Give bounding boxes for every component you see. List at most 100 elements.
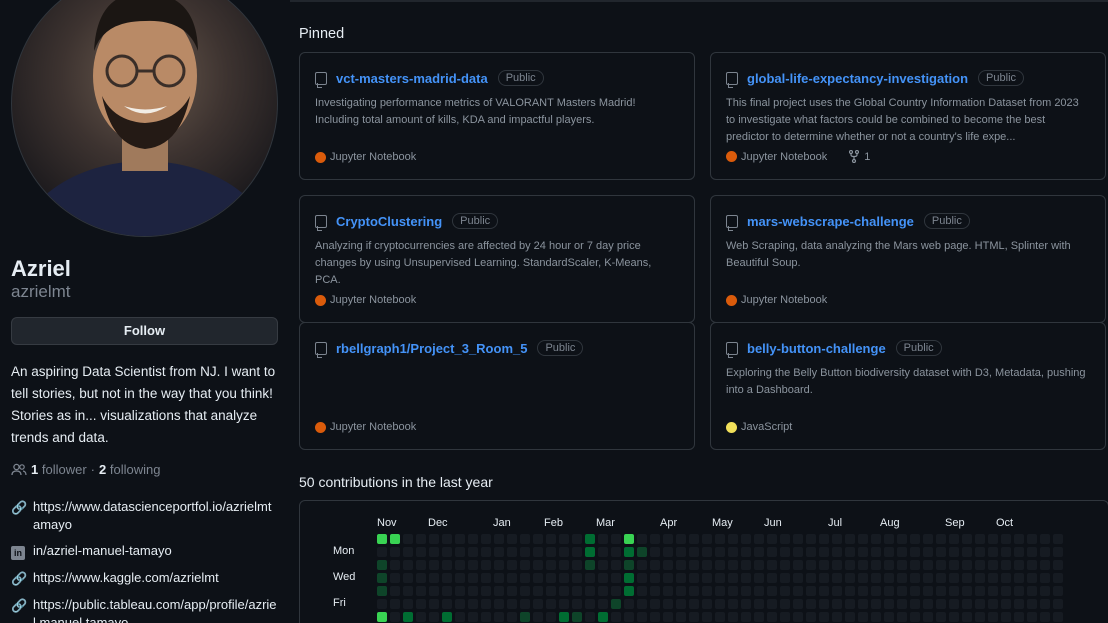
contribution-day[interactable] [845,560,855,570]
contribution-day[interactable] [468,612,478,622]
contribution-day[interactable] [429,612,439,622]
contribution-day[interactable] [871,612,881,622]
tableau-link[interactable]: 🔗 https://public.tableau.com/app/profile… [11,597,277,623]
contribution-day[interactable] [780,599,790,609]
contribution-day[interactable] [598,534,608,544]
contribution-day[interactable] [507,599,517,609]
contribution-day[interactable] [494,599,504,609]
contribution-day[interactable] [637,534,647,544]
contribution-day[interactable] [819,573,829,583]
contribution-day[interactable] [871,586,881,596]
contribution-day[interactable] [442,573,452,583]
contribution-day[interactable] [520,560,530,570]
contribution-day[interactable] [572,534,582,544]
contribution-day[interactable] [702,586,712,596]
contribution-day[interactable] [689,599,699,609]
contribution-day[interactable] [1040,599,1050,609]
contribution-day[interactable] [559,534,569,544]
contribution-day[interactable] [910,573,920,583]
contribution-day[interactable] [689,534,699,544]
contribution-day[interactable] [910,612,920,622]
contribution-day[interactable] [897,560,907,570]
contribution-day[interactable] [923,612,933,622]
contribution-day[interactable] [715,560,725,570]
contribution-day[interactable] [481,573,491,583]
contribution-day[interactable] [390,573,400,583]
contribution-day[interactable] [390,586,400,596]
contribution-day[interactable] [585,547,595,557]
contribution-day[interactable] [858,612,868,622]
contribution-day[interactable] [546,599,556,609]
contribution-day[interactable] [884,547,894,557]
contribution-day[interactable] [715,573,725,583]
contribution-day[interactable] [520,534,530,544]
contribution-day[interactable] [988,599,998,609]
contribution-day[interactable] [494,573,504,583]
contribution-day[interactable] [793,560,803,570]
contribution-day[interactable] [832,599,842,609]
contribution-day[interactable] [533,534,543,544]
contribution-day[interactable] [741,586,751,596]
contribution-day[interactable] [819,599,829,609]
contribution-day[interactable] [871,573,881,583]
contribution-day[interactable] [702,547,712,557]
contribution-day[interactable] [897,547,907,557]
contribution-day[interactable] [949,560,959,570]
contribution-day[interactable] [975,586,985,596]
contribution-day[interactable] [546,534,556,544]
contribution-day[interactable] [936,599,946,609]
contribution-day[interactable] [923,586,933,596]
contribution-day[interactable] [1001,599,1011,609]
contribution-day[interactable] [1027,612,1037,622]
contribution-day[interactable] [676,573,686,583]
contribution-day[interactable] [403,547,413,557]
contribution-day[interactable] [1053,547,1063,557]
contribution-day[interactable] [871,547,881,557]
contribution-day[interactable] [767,612,777,622]
contribution-day[interactable] [975,599,985,609]
contribution-day[interactable] [689,573,699,583]
contribution-day[interactable] [663,599,673,609]
contribution-day[interactable] [416,534,426,544]
contribution-day[interactable] [455,599,465,609]
contribution-day[interactable] [806,599,816,609]
contribution-day[interactable] [1053,573,1063,583]
contribution-day[interactable] [455,547,465,557]
contribution-day[interactable] [1040,573,1050,583]
contribution-day[interactable] [728,560,738,570]
contribution-day[interactable] [429,560,439,570]
contribution-day[interactable] [611,560,621,570]
contribution-day[interactable] [533,586,543,596]
contribution-day[interactable] [1027,560,1037,570]
contribution-day[interactable] [910,547,920,557]
contribution-day[interactable] [1053,586,1063,596]
contribution-day[interactable] [806,612,816,622]
website-link[interactable]: 🔗 https://www.datascienceportfol.io/azri… [11,499,272,532]
contribution-day[interactable] [494,586,504,596]
contribution-day[interactable] [468,586,478,596]
contribution-day[interactable] [403,599,413,609]
contribution-day[interactable] [702,573,712,583]
contribution-day[interactable] [390,612,400,622]
contribution-day[interactable] [585,612,595,622]
contribution-day[interactable] [650,573,660,583]
contribution-day[interactable] [1001,612,1011,622]
contribution-day[interactable] [819,612,829,622]
contribution-day[interactable] [728,547,738,557]
contribution-day[interactable] [468,599,478,609]
contribution-day[interactable] [1027,547,1037,557]
contribution-day[interactable] [377,612,387,622]
contribution-day[interactable] [546,573,556,583]
contribution-day[interactable] [455,560,465,570]
contribution-day[interactable] [585,560,595,570]
contribution-day[interactable] [559,599,569,609]
repo-name-link[interactable]: mars-webscrape-challenge [747,213,914,229]
contribution-day[interactable] [832,547,842,557]
contribution-day[interactable] [533,560,543,570]
contribution-day[interactable] [845,534,855,544]
contribution-day[interactable] [611,599,621,609]
contribution-day[interactable] [962,560,972,570]
contribution-day[interactable] [507,573,517,583]
contribution-day[interactable] [793,534,803,544]
contribution-day[interactable] [728,599,738,609]
